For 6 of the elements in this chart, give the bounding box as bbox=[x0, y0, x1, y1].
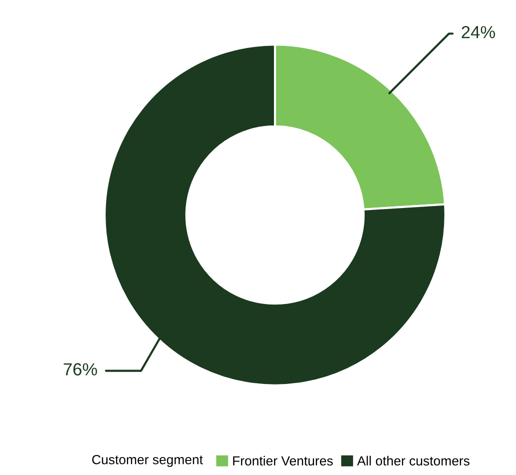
donut-slice bbox=[104, 44, 446, 386]
data-label: 76% bbox=[64, 363, 98, 376]
legend-label: Frontier Ventures bbox=[233, 456, 333, 466]
legend-label: All other customers bbox=[357, 456, 470, 466]
legend-title: Customer segment bbox=[92, 454, 203, 467]
data-label: 24% bbox=[462, 26, 496, 38]
